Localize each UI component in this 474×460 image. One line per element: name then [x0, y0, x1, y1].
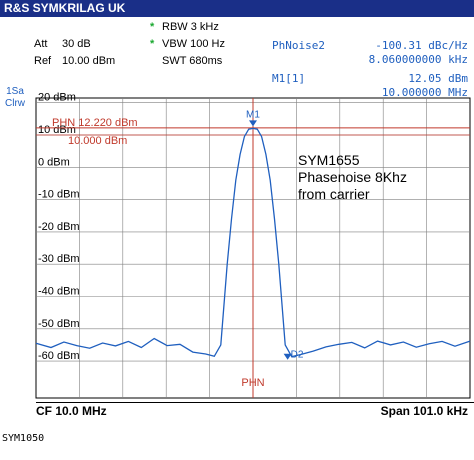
y-tick-label: -20 dBm: [38, 221, 80, 233]
swt-setting: SWT 680ms: [162, 55, 223, 67]
rbw-setting: RBW 3 kHz: [162, 21, 219, 33]
y-tick-label: 10 dBm: [38, 124, 76, 136]
image-code: SYM1050: [2, 433, 45, 444]
y-tick-label: -30 dBm: [38, 253, 80, 265]
y-tick-label: -50 dBm: [38, 318, 80, 330]
annotation-line-1: SYM1655: [298, 152, 360, 168]
vbw-setting: VBW 100 Hz: [162, 38, 225, 50]
m1-frequency: 10.000000 MHz: [381, 86, 468, 99]
annotation-line-2: Phasenoise 8Khz: [298, 169, 407, 185]
ref-label: Ref: [34, 55, 52, 67]
marker-m1-symbol: [249, 120, 257, 127]
spectrum-plot: 20 dBm 10 dBm 0 dBm -10 dBm -20 dBm -30 dBm -4…: [35, 92, 471, 399]
instrument-title: R&S SYMKRILAG UK: [4, 1, 126, 15]
span-setting: Span 101.0 kHz: [380, 404, 468, 418]
y-tick-label: 20 dBm: [38, 92, 76, 104]
marker-d2-symbol: [283, 353, 292, 360]
title-bar: R&S SYMKRILAG UK: [0, 0, 474, 17]
att-value: 30 dB: [62, 38, 91, 50]
reference-lines: PHN 12.220 dBm 10.000 dBm PHN: [36, 98, 470, 398]
trace-mode-indicator: 1Sa Clrw: [0, 86, 30, 110]
y-tick-label: -60 dBm: [38, 350, 80, 362]
phn-bottom-label: PHN: [241, 377, 264, 389]
phnoise-value: -100.31 dBc/Hz: [375, 39, 468, 52]
phnoise-label: PhNoise2: [272, 39, 325, 52]
ref-line-label: 10.000 dBm: [68, 135, 127, 147]
trace-sweep-count: 1Sa: [6, 86, 24, 97]
trace-group: [35, 127, 471, 358]
phnoise-freq: 8.060000000 kHz: [368, 53, 468, 66]
y-axis-ticks: 20 dBm 10 dBm 0 dBm -10 dBm -20 dBm -30 dBm -4…: [38, 92, 80, 362]
marker-d2-label: D2: [291, 350, 304, 361]
center-frequency: CF 10.0 MHz: [36, 404, 107, 418]
m1-readout-label: M1[1]: [272, 72, 306, 85]
annotation-line-3: from carrier: [298, 186, 370, 202]
y-tick-label: -10 dBm: [38, 189, 80, 201]
marker-m1-label: M1: [246, 109, 260, 120]
spectrum-trace: [35, 127, 471, 358]
markers-group: M1 D2: [246, 109, 304, 360]
m1-level: 12.05 dBm: [408, 72, 468, 85]
rbw-star: *: [150, 21, 155, 33]
vbw-star: *: [150, 38, 155, 50]
y-tick-label: -40 dBm: [38, 286, 80, 298]
ref-value: 10.00 dBm: [62, 55, 116, 67]
phn-line-label: PHN 12.220 dBm: [52, 117, 138, 129]
y-tick-label: 0 dBm: [38, 156, 70, 168]
att-label: Att: [34, 38, 48, 50]
footer-divider: [36, 402, 474, 403]
trace-mode: Clrw: [5, 98, 25, 109]
